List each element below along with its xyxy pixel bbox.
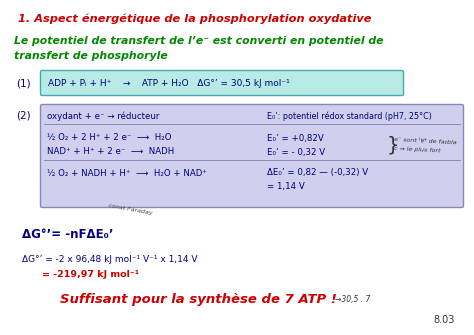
Text: (1): (1) xyxy=(16,78,31,88)
Text: transfert de phosphoryle: transfert de phosphoryle xyxy=(14,51,168,61)
Text: 1. Aspect énergétique de la phosphorylation oxydative: 1. Aspect énergétique de la phosphorylat… xyxy=(18,14,372,24)
Text: ½ O₂ + NADH + H⁺  ⟶  H₂O + NAD⁺: ½ O₂ + NADH + H⁺ ⟶ H₂O + NAD⁺ xyxy=(47,169,207,178)
Text: ΔG°’ = -2 x 96,48 kJ mol⁻¹ V⁻¹ x 1,14 V: ΔG°’ = -2 x 96,48 kJ mol⁻¹ V⁻¹ x 1,14 V xyxy=(22,255,198,264)
Text: const Faraday: const Faraday xyxy=(108,203,153,216)
Text: }: } xyxy=(387,135,400,154)
Text: = 1,14 V: = 1,14 V xyxy=(267,183,305,192)
FancyBboxPatch shape xyxy=(40,70,403,95)
Text: E₀’: potentiel rédox standard (pH7, 25°C): E₀’: potentiel rédox standard (pH7, 25°C… xyxy=(267,111,432,121)
Text: e⁻ sont ᴵⱯ⸢ de faɪblə: e⁻ sont ᴵⱯ⸢ de faɪblə xyxy=(394,137,457,145)
Text: ΔG°’= -nFΔE₀’: ΔG°’= -nFΔE₀’ xyxy=(22,228,113,241)
Text: ADP + Pᵢ + H⁺    →    ATP + H₂O   ΔG°’ = 30,5 kJ mol⁻¹: ADP + Pᵢ + H⁺ → ATP + H₂O ΔG°’ = 30,5 kJ… xyxy=(48,78,290,87)
Text: (2): (2) xyxy=(16,111,31,121)
Text: E₀’ = - 0,32 V: E₀’ = - 0,32 V xyxy=(267,147,325,156)
Text: →30,5 . 7: →30,5 . 7 xyxy=(335,295,370,304)
Text: c → le plus fort: c → le plus fort xyxy=(394,146,441,154)
Text: = -219,97 kJ mol⁻¹: = -219,97 kJ mol⁻¹ xyxy=(42,270,139,279)
Text: oxydant + e⁻ → réducteur: oxydant + e⁻ → réducteur xyxy=(47,111,159,121)
Text: ΔE₀’ = 0,82 — (-0,32) V: ΔE₀’ = 0,82 — (-0,32) V xyxy=(267,169,368,178)
Text: Suffisant pour la synthèse de 7 ATP !: Suffisant pour la synthèse de 7 ATP ! xyxy=(60,293,337,306)
Text: ½ O₂ + 2 H⁺ + 2 e⁻  ⟶  H₂O: ½ O₂ + 2 H⁺ + 2 e⁻ ⟶ H₂O xyxy=(47,134,172,142)
Text: E₀’ = +0,82V: E₀’ = +0,82V xyxy=(267,134,324,142)
Text: Le potentiel de transfert de l’e⁻ est converti en potentiel de: Le potentiel de transfert de l’e⁻ est co… xyxy=(14,36,383,46)
Text: NAD⁺ + H⁺ + 2 e⁻  ⟶  NADH: NAD⁺ + H⁺ + 2 e⁻ ⟶ NADH xyxy=(47,147,174,156)
FancyBboxPatch shape xyxy=(40,105,464,207)
Text: 8.03: 8.03 xyxy=(434,315,455,325)
